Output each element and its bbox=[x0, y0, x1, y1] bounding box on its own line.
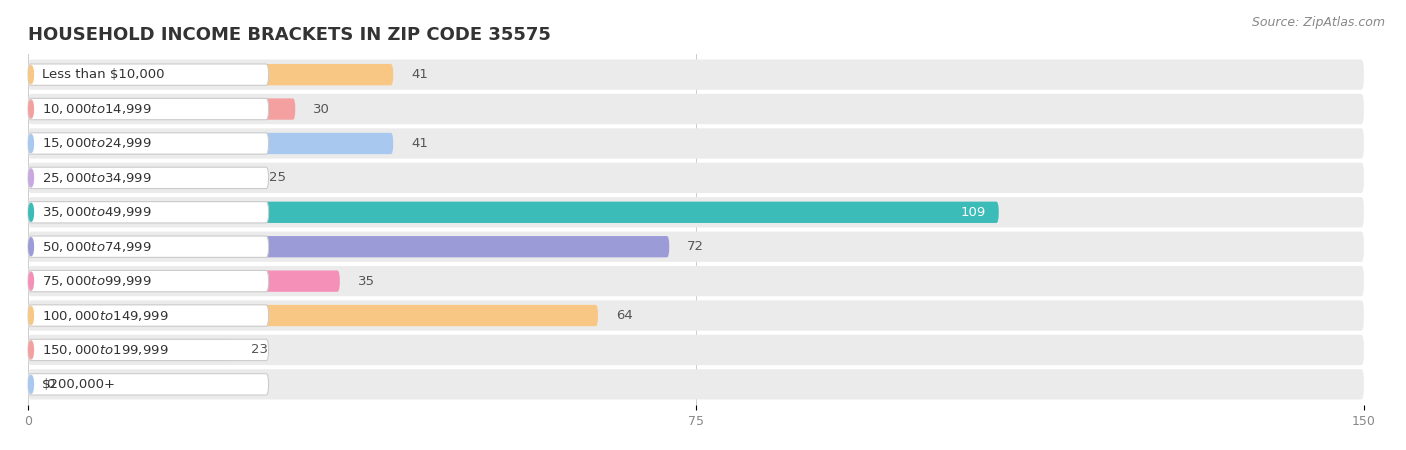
Text: 41: 41 bbox=[411, 137, 427, 150]
FancyBboxPatch shape bbox=[28, 167, 269, 189]
Circle shape bbox=[28, 169, 34, 187]
Circle shape bbox=[28, 238, 34, 256]
FancyBboxPatch shape bbox=[28, 99, 269, 120]
FancyBboxPatch shape bbox=[28, 197, 1364, 227]
FancyBboxPatch shape bbox=[28, 339, 233, 360]
Text: 41: 41 bbox=[411, 68, 427, 81]
Circle shape bbox=[28, 375, 34, 393]
Circle shape bbox=[28, 66, 34, 84]
FancyBboxPatch shape bbox=[28, 374, 35, 395]
Text: HOUSEHOLD INCOME BRACKETS IN ZIP CODE 35575: HOUSEHOLD INCOME BRACKETS IN ZIP CODE 35… bbox=[28, 26, 551, 44]
FancyBboxPatch shape bbox=[28, 232, 1364, 262]
Circle shape bbox=[28, 100, 34, 118]
Text: $100,000 to $149,999: $100,000 to $149,999 bbox=[42, 309, 169, 323]
FancyBboxPatch shape bbox=[28, 133, 269, 154]
FancyBboxPatch shape bbox=[28, 99, 295, 120]
Text: Less than $10,000: Less than $10,000 bbox=[42, 68, 165, 81]
Text: Source: ZipAtlas.com: Source: ZipAtlas.com bbox=[1251, 16, 1385, 29]
FancyBboxPatch shape bbox=[28, 128, 1364, 158]
Text: $15,000 to $24,999: $15,000 to $24,999 bbox=[42, 136, 152, 150]
FancyBboxPatch shape bbox=[28, 236, 269, 257]
FancyBboxPatch shape bbox=[28, 270, 269, 292]
FancyBboxPatch shape bbox=[28, 339, 269, 360]
FancyBboxPatch shape bbox=[28, 202, 998, 223]
Text: 0: 0 bbox=[46, 378, 55, 391]
FancyBboxPatch shape bbox=[28, 94, 1364, 124]
FancyBboxPatch shape bbox=[28, 335, 1364, 365]
Circle shape bbox=[28, 135, 34, 153]
FancyBboxPatch shape bbox=[28, 270, 340, 292]
Text: $200,000+: $200,000+ bbox=[42, 378, 117, 391]
Circle shape bbox=[28, 203, 34, 221]
FancyBboxPatch shape bbox=[28, 305, 269, 326]
Text: $35,000 to $49,999: $35,000 to $49,999 bbox=[42, 205, 152, 219]
Text: 64: 64 bbox=[616, 309, 633, 322]
Text: $150,000 to $199,999: $150,000 to $199,999 bbox=[42, 343, 169, 357]
FancyBboxPatch shape bbox=[28, 374, 269, 395]
Text: 25: 25 bbox=[269, 171, 285, 184]
Text: 109: 109 bbox=[960, 206, 986, 219]
Text: $75,000 to $99,999: $75,000 to $99,999 bbox=[42, 274, 152, 288]
Circle shape bbox=[28, 341, 34, 359]
FancyBboxPatch shape bbox=[28, 236, 669, 257]
FancyBboxPatch shape bbox=[28, 202, 269, 223]
Text: $10,000 to $14,999: $10,000 to $14,999 bbox=[42, 102, 152, 116]
FancyBboxPatch shape bbox=[28, 305, 598, 326]
Text: 35: 35 bbox=[357, 274, 374, 288]
FancyBboxPatch shape bbox=[28, 64, 394, 86]
Text: $25,000 to $34,999: $25,000 to $34,999 bbox=[42, 171, 152, 185]
Circle shape bbox=[28, 306, 34, 324]
Text: 72: 72 bbox=[688, 240, 704, 253]
FancyBboxPatch shape bbox=[28, 369, 1364, 400]
FancyBboxPatch shape bbox=[28, 301, 1364, 331]
FancyBboxPatch shape bbox=[28, 167, 250, 189]
FancyBboxPatch shape bbox=[28, 64, 269, 86]
Text: 23: 23 bbox=[250, 343, 267, 356]
FancyBboxPatch shape bbox=[28, 163, 1364, 193]
FancyBboxPatch shape bbox=[28, 59, 1364, 90]
Text: $50,000 to $74,999: $50,000 to $74,999 bbox=[42, 240, 152, 254]
FancyBboxPatch shape bbox=[28, 133, 394, 154]
Circle shape bbox=[28, 272, 34, 290]
Text: 30: 30 bbox=[314, 103, 330, 116]
FancyBboxPatch shape bbox=[28, 266, 1364, 296]
